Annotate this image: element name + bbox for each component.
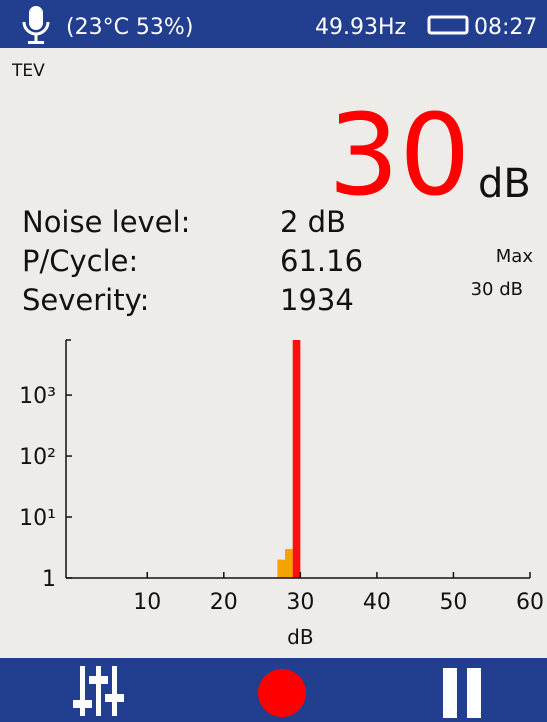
max-label: Max bbox=[496, 246, 534, 267]
x-tick-label: 40 bbox=[363, 590, 391, 615]
status-bar bbox=[0, 0, 547, 48]
record-button[interactable] bbox=[258, 669, 306, 717]
stat-value: 1934 bbox=[280, 283, 354, 317]
mode: TEV bbox=[11, 61, 45, 81]
x-tick-label: 30 bbox=[286, 590, 314, 615]
x-tick-label: 50 bbox=[439, 590, 467, 615]
x-axis-label: dB bbox=[287, 625, 313, 649]
frequency: 49.93Hz bbox=[315, 15, 406, 40]
stat-label: Noise level: bbox=[22, 205, 190, 239]
x-tick-label: 20 bbox=[210, 590, 238, 615]
battery-icon bbox=[427, 15, 469, 35]
pause-button[interactable] bbox=[443, 668, 481, 718]
x-tick-label: 60 bbox=[516, 590, 544, 615]
bar bbox=[285, 548, 293, 578]
stat-value: 2 dB bbox=[280, 205, 346, 239]
stat-label: P/Cycle: bbox=[22, 244, 138, 278]
bar bbox=[277, 559, 286, 578]
y-tick-label: 10¹ bbox=[19, 506, 56, 531]
mic-icon bbox=[22, 6, 50, 44]
environment: (23°C 53%) bbox=[66, 15, 193, 40]
time: 08:27 bbox=[474, 15, 537, 40]
y-tick-label: 1 bbox=[42, 567, 56, 592]
bar bbox=[292, 340, 301, 578]
y-tick-label: 10³ bbox=[19, 384, 56, 409]
max-value: 30 dB bbox=[471, 279, 523, 300]
reading-value: 30 bbox=[328, 91, 471, 221]
settings-button[interactable] bbox=[73, 666, 124, 716]
y-tick-label: 10² bbox=[19, 445, 56, 470]
histogram: 10 20 30 40 50 60 1 10¹ 10² 10³ dB bbox=[19, 339, 544, 649]
stat-value: 61.16 bbox=[280, 244, 363, 278]
stat-label: Severity: bbox=[22, 283, 149, 317]
x-tick-label: 10 bbox=[133, 590, 161, 615]
reading-unit: dB bbox=[478, 161, 531, 207]
